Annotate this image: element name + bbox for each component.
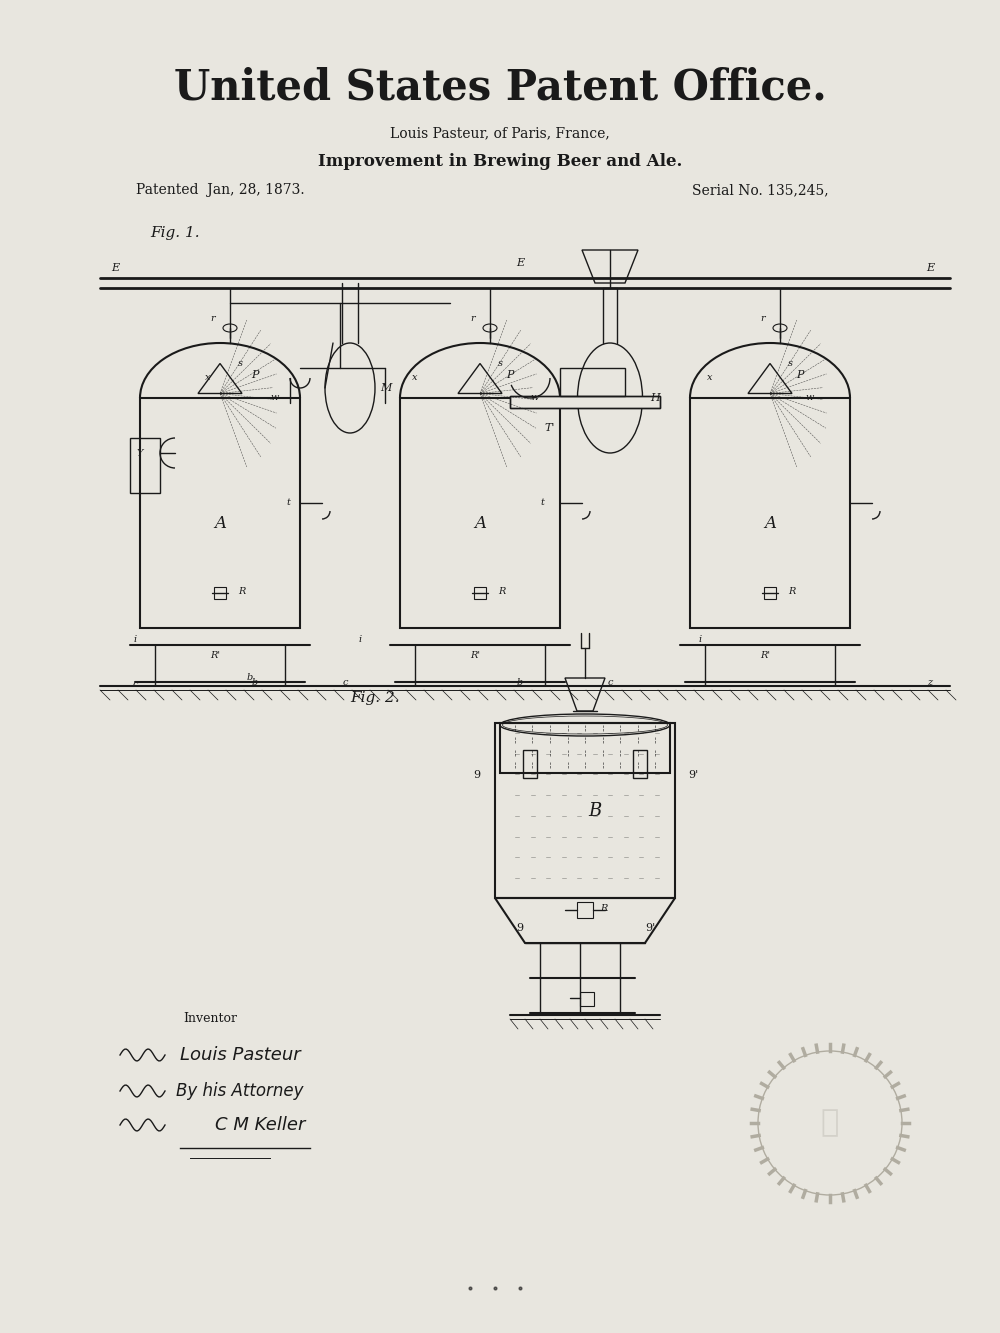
Text: c: c: [607, 678, 613, 686]
Bar: [500, 722, 670, 773]
Text: Louis Pasteur, of Paris, France,: Louis Pasteur, of Paris, France,: [390, 127, 610, 140]
Text: x: x: [707, 373, 713, 383]
Text: R: R: [788, 587, 795, 596]
Bar: [495, 722, 675, 898]
Text: t: t: [540, 499, 544, 508]
Bar: [510, 396, 660, 408]
Text: Louis Pasteur: Louis Pasteur: [180, 1046, 300, 1064]
Text: c: c: [342, 678, 348, 686]
Text: E: E: [926, 263, 934, 273]
Text: R: R: [238, 587, 245, 596]
Text: A: A: [214, 515, 226, 532]
Text: i: i: [358, 636, 362, 644]
Bar: [400, 399, 560, 628]
Text: M: M: [380, 383, 391, 393]
Text: x: x: [205, 373, 211, 383]
Text: R: R: [498, 587, 505, 596]
Text: b: b: [252, 678, 258, 686]
Text: r: r: [470, 315, 475, 323]
Bar: [560, 368, 625, 396]
Text: T': T': [545, 423, 555, 433]
Text: b: b: [247, 673, 253, 682]
Bar: [130, 439, 160, 493]
Text: Patented  Jan, 28, 1873.: Patented Jan, 28, 1873.: [136, 183, 304, 197]
Text: t: t: [286, 499, 290, 508]
Text: 9': 9': [688, 770, 698, 780]
Text: 9: 9: [516, 922, 524, 933]
Text: z: z: [927, 678, 933, 686]
Text: i: i: [698, 636, 702, 644]
Text: A: A: [474, 515, 486, 532]
Text: H: H: [650, 393, 660, 403]
Text: c: c: [132, 680, 138, 689]
Text: A: A: [764, 515, 776, 532]
Text: P: P: [796, 371, 804, 380]
Text: R': R': [210, 652, 220, 660]
Bar: [580, 992, 594, 1006]
Text: w: w: [271, 393, 279, 403]
Bar: [140, 399, 300, 628]
Bar: [214, 587, 226, 599]
Text: s: s: [238, 359, 243, 368]
Text: R': R': [470, 652, 480, 660]
Text: i: i: [133, 636, 137, 644]
Text: P: P: [506, 371, 514, 380]
Bar: [510, 396, 660, 408]
Text: Fig. 2.: Fig. 2.: [350, 690, 400, 705]
Text: Inventor: Inventor: [183, 1012, 237, 1025]
Bar: [474, 587, 486, 599]
Text: 🦅: 🦅: [821, 1109, 839, 1137]
Bar: [764, 587, 776, 599]
Text: s: s: [788, 359, 793, 368]
Text: Fig. 1.: Fig. 1.: [150, 227, 200, 240]
Text: By his Attorney: By his Attorney: [176, 1082, 304, 1100]
Text: r: r: [210, 315, 215, 323]
Bar: [577, 902, 593, 918]
Bar: [523, 750, 537, 778]
Text: r: r: [760, 315, 765, 323]
Text: 9': 9': [645, 922, 655, 933]
Bar: [690, 399, 850, 628]
Text: B: B: [588, 801, 602, 820]
Text: w: w: [531, 393, 539, 403]
Bar: [633, 750, 647, 778]
Text: w: w: [806, 393, 814, 403]
Text: E: E: [111, 263, 119, 273]
Text: b: b: [517, 678, 523, 686]
Text: R': R': [760, 652, 770, 660]
Text: United States Patent Office.: United States Patent Office.: [174, 67, 826, 109]
Text: R: R: [600, 904, 607, 913]
Text: Y: Y: [137, 449, 143, 459]
Text: x: x: [412, 373, 418, 383]
Text: E: E: [516, 259, 524, 268]
Text: P: P: [251, 371, 259, 380]
Text: C M Keller: C M Keller: [215, 1116, 305, 1134]
Text: Improvement in Brewing Beer and Ale.: Improvement in Brewing Beer and Ale.: [318, 152, 682, 169]
Text: 9: 9: [473, 770, 481, 780]
Text: s: s: [498, 359, 503, 368]
Text: Serial No. 135,245,: Serial No. 135,245,: [692, 183, 828, 197]
